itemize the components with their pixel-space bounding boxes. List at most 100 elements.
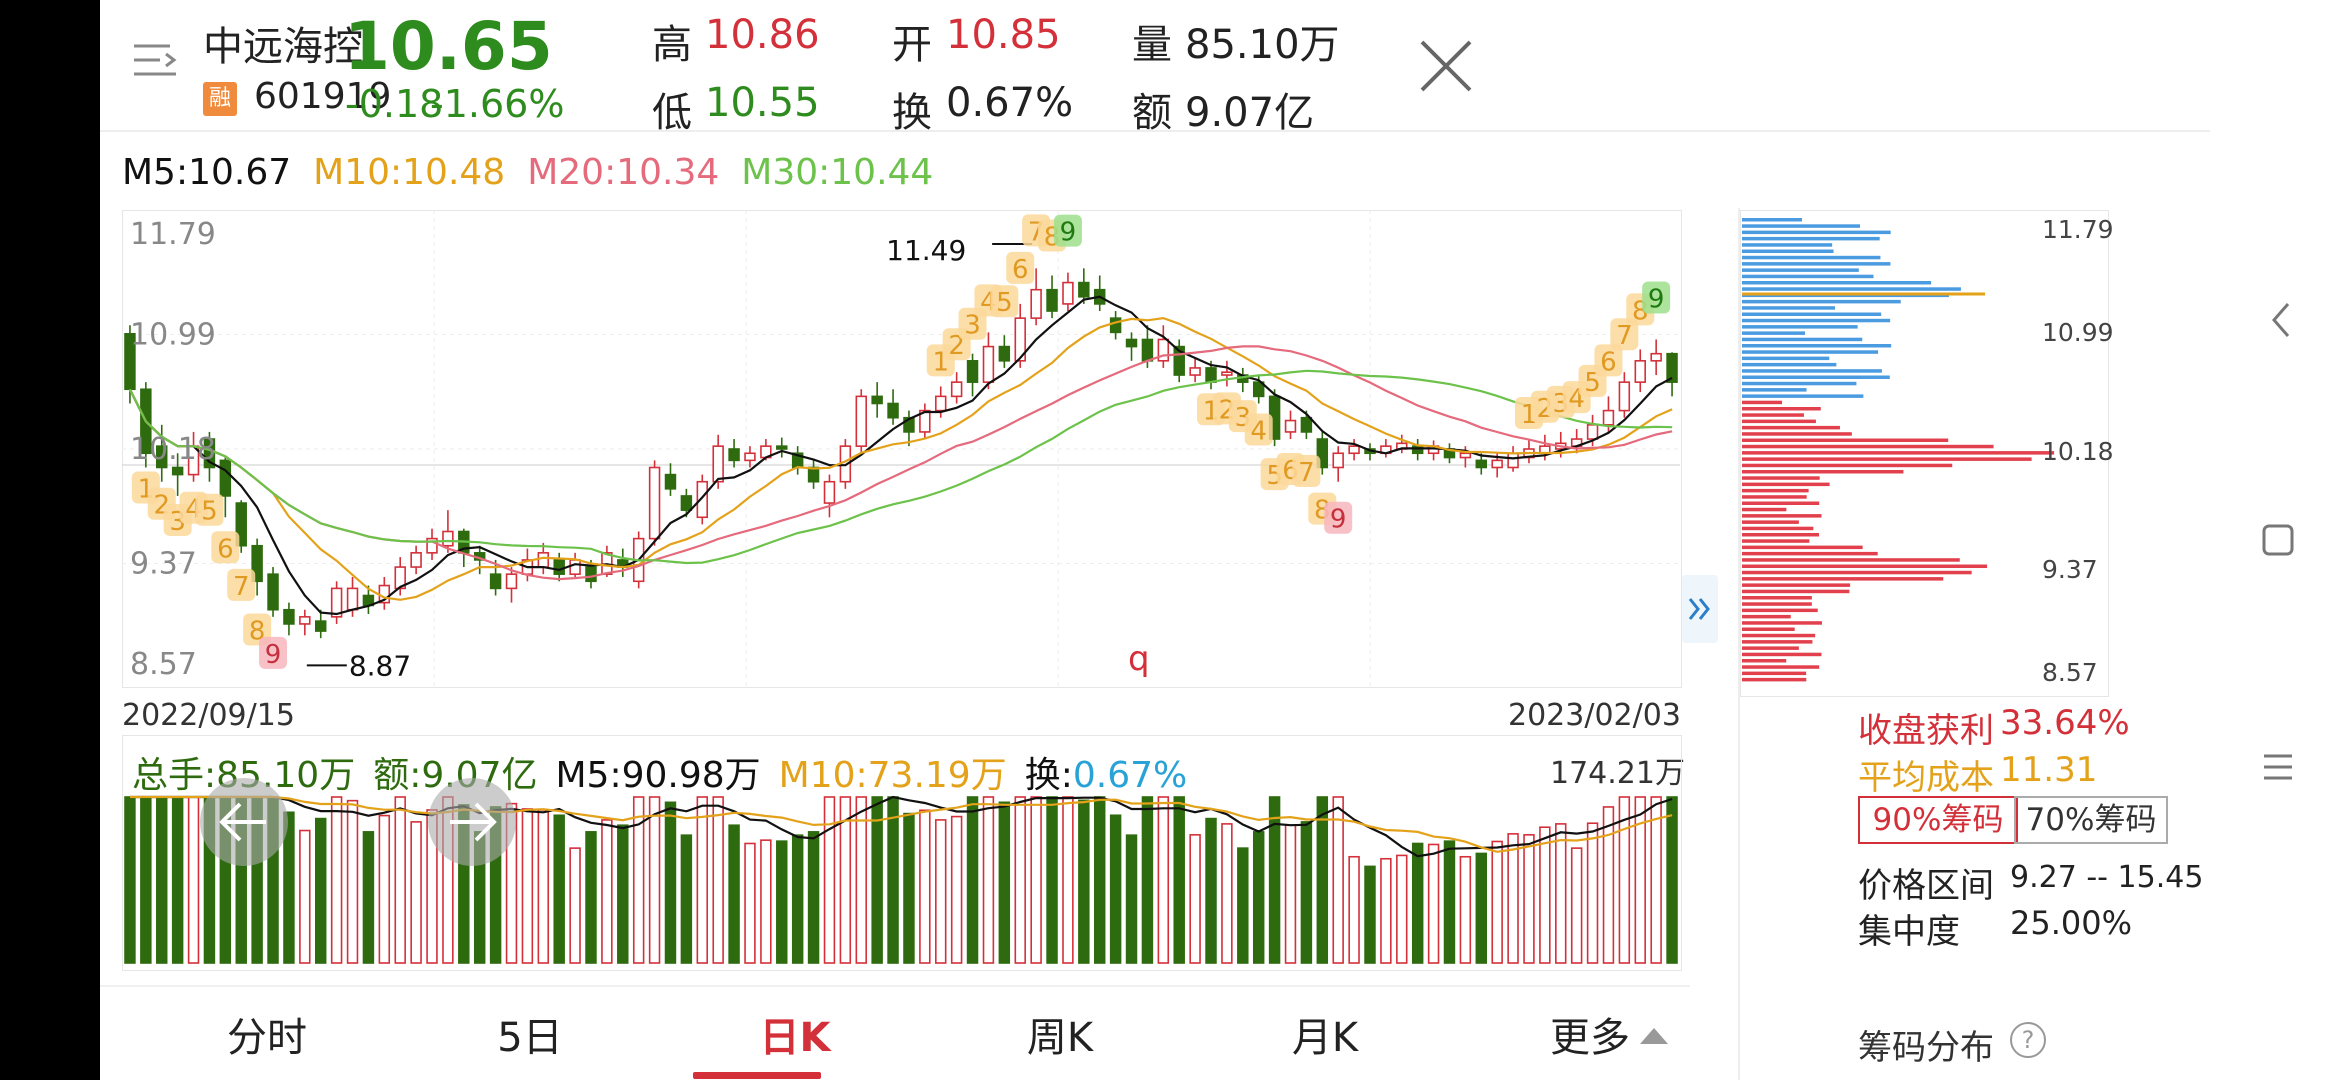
tab-5day[interactable]: 5日 — [497, 1015, 563, 1061]
candle-body — [505, 573, 518, 590]
price-change: -0.18 — [345, 82, 444, 126]
price-range-value: 9.27 -- 15.45 — [2010, 860, 2204, 895]
chip-bar — [1742, 652, 1822, 657]
chip-bar — [1742, 602, 1812, 606]
home-icon[interactable] — [2262, 524, 2294, 556]
menu-icon[interactable] — [130, 38, 180, 82]
candle-body — [1221, 371, 1233, 376]
candle — [410, 545, 422, 575]
high-value: 10.86 — [705, 12, 820, 58]
chip-bar — [1742, 570, 1972, 575]
chip-bar — [1742, 249, 1834, 253]
min-price-label: 8.87 — [349, 649, 411, 682]
system-nav-bar — [2210, 0, 2340, 1080]
candle-body — [1014, 317, 1026, 362]
candle-body — [855, 395, 867, 447]
chip-bar — [1742, 583, 1851, 587]
candle — [664, 463, 677, 496]
volume-bar — [1141, 796, 1154, 964]
volume-bar — [1268, 796, 1281, 964]
sequence-marker-bg — [1324, 501, 1353, 534]
chip-bar — [1742, 262, 1891, 266]
tab-daily-k[interactable]: 日K — [759, 1015, 831, 1061]
candle-body — [823, 480, 836, 504]
chip-distribution-chart — [1740, 210, 2109, 697]
sequence-marker: 7 — [1616, 321, 1633, 351]
chip-bar — [1742, 627, 1795, 631]
sequence-marker: 5 — [201, 497, 218, 527]
price-tick-1: 10.99 — [130, 318, 216, 353]
more-chevron-up-icon[interactable] — [1640, 1026, 1668, 1044]
scroll-left-button[interactable] — [200, 778, 288, 866]
volume-bar — [1475, 852, 1488, 964]
volume-bar — [696, 796, 709, 964]
chip-bar — [1742, 331, 1806, 335]
chip-bar — [1742, 274, 1874, 279]
volume-bar — [1634, 796, 1646, 964]
tab-intraday[interactable]: 分时 — [227, 1015, 307, 1061]
volume-bar — [1650, 796, 1662, 964]
candle — [267, 567, 279, 617]
profit-value: 33.64% — [2000, 703, 2130, 743]
volume-m5: M5:90.98万 — [555, 755, 761, 796]
help-icon[interactable]: ? — [2010, 1022, 2046, 1058]
chip-bar — [1742, 344, 1892, 348]
candle — [505, 567, 518, 603]
candle-body — [442, 530, 454, 547]
sequence-marker-bg — [1292, 455, 1321, 488]
candle — [1078, 268, 1090, 304]
max-price-label: 11.49 — [886, 234, 966, 267]
chip-bar — [1742, 438, 1949, 442]
chip-bar — [1742, 287, 1961, 291]
concentration-value: 25.00% — [2010, 904, 2133, 942]
candle-body — [1634, 360, 1646, 383]
candle-body — [728, 448, 740, 462]
volume-bar — [187, 796, 200, 964]
chip-90-tab[interactable]: 90%筹码 — [1858, 796, 2018, 844]
start-date: 2022/09/15 — [122, 698, 295, 733]
volume-bar — [283, 811, 295, 964]
volume-chart[interactable] — [122, 735, 1682, 971]
sequence-marker: 9 — [1648, 284, 1665, 314]
scroll-right-button[interactable] — [428, 778, 516, 866]
q-marker: q — [1128, 639, 1150, 679]
candle — [171, 453, 184, 496]
candle — [1046, 275, 1058, 319]
volume-bar — [585, 831, 597, 964]
candle-body — [299, 616, 311, 625]
recents-icon[interactable] — [2262, 752, 2294, 782]
sequence-marker: 5 — [996, 288, 1013, 318]
profit-label: 收盘获利 — [1858, 711, 1994, 751]
candle — [744, 446, 756, 468]
volume-bar — [744, 842, 756, 964]
chip-70-tab[interactable]: 70%筹码 — [2014, 796, 2168, 844]
volume-bar — [935, 819, 947, 964]
volume-bar — [871, 796, 883, 964]
chip-bar — [1742, 224, 1860, 228]
tab-monthly-k[interactable]: 月K — [1291, 1015, 1359, 1061]
chip-bar — [1742, 665, 1820, 669]
tab-weekly-k[interactable]: 周K — [1026, 1015, 1094, 1061]
sequence-marker: 4 — [1250, 416, 1267, 446]
price-chart-expand-button[interactable] — [1682, 575, 1718, 643]
candle-body — [267, 573, 279, 611]
candle-body — [1157, 338, 1170, 362]
candle — [1109, 311, 1122, 340]
back-icon[interactable] — [2268, 300, 2292, 340]
close-icon[interactable] — [1418, 38, 1474, 94]
candle — [982, 332, 995, 390]
candle-body — [712, 445, 724, 483]
chip-bar — [1742, 407, 1821, 411]
open-label: 开 — [892, 22, 932, 68]
sequence-marker-bg — [1610, 318, 1639, 351]
ma5-label: M5:10.67 — [122, 152, 292, 193]
stock-code: 601919 — [254, 76, 392, 117]
volume-bar — [1586, 822, 1599, 964]
volume-bar — [1221, 823, 1233, 964]
chip-bar — [1742, 444, 1994, 449]
tab-more[interactable]: 更多 — [1550, 1015, 1630, 1061]
volume-bar — [1396, 854, 1408, 964]
candle-body — [203, 438, 216, 469]
candle — [1189, 357, 1201, 383]
